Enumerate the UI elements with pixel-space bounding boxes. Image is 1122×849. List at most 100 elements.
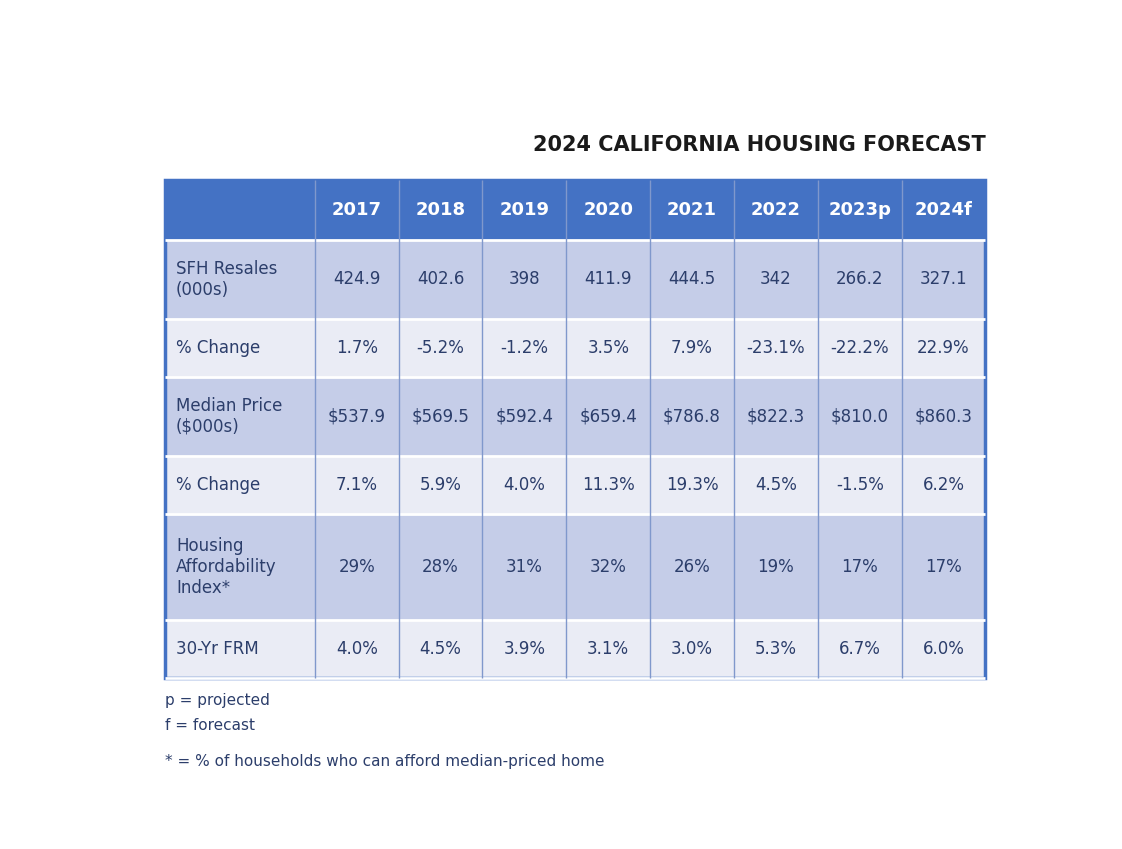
Bar [567, 377, 650, 456]
Bar [734, 514, 818, 620]
Text: $659.4: $659.4 [579, 408, 637, 425]
Bar [650, 318, 734, 377]
Text: $592.4: $592.4 [496, 408, 553, 425]
Bar [482, 514, 567, 620]
Text: 266.2: 266.2 [836, 270, 883, 289]
Bar [734, 318, 818, 377]
Text: 2021: 2021 [668, 201, 717, 219]
Text: Median Price
($000s): Median Price ($000s) [176, 397, 283, 436]
Bar [482, 456, 567, 514]
Bar [818, 318, 902, 377]
Text: f = forecast: f = forecast [165, 717, 255, 733]
Bar [165, 318, 315, 377]
Text: 17%: 17% [842, 558, 879, 576]
Bar [398, 514, 482, 620]
Text: SFH Resales
(000s): SFH Resales (000s) [176, 260, 277, 299]
Text: 3.9%: 3.9% [504, 640, 545, 658]
Bar [567, 180, 650, 240]
Bar [165, 180, 985, 678]
Text: $537.9: $537.9 [328, 408, 386, 425]
Text: 411.9: 411.9 [585, 270, 632, 289]
Text: * = % of households who can afford median-priced home: * = % of households who can afford media… [165, 754, 604, 769]
Bar [650, 377, 734, 456]
Text: 327.1: 327.1 [920, 270, 967, 289]
Text: $810.0: $810.0 [830, 408, 889, 425]
Bar [165, 514, 315, 620]
Bar [902, 456, 985, 514]
Bar [165, 620, 315, 678]
Bar [482, 377, 567, 456]
Text: 29%: 29% [339, 558, 375, 576]
Text: 2017: 2017 [332, 201, 381, 219]
Bar [165, 180, 315, 240]
Text: $860.3: $860.3 [914, 408, 973, 425]
Bar [398, 318, 482, 377]
Bar [482, 240, 567, 318]
Bar [567, 318, 650, 377]
Text: % Change: % Change [176, 476, 260, 494]
Text: % Change: % Change [176, 339, 260, 357]
Bar [818, 514, 902, 620]
Bar [482, 180, 567, 240]
Text: 6.2%: 6.2% [922, 476, 965, 494]
Bar [734, 240, 818, 318]
Bar [650, 240, 734, 318]
Text: 22.9%: 22.9% [917, 339, 969, 357]
Bar [482, 318, 567, 377]
Bar [818, 180, 902, 240]
Text: 31%: 31% [506, 558, 543, 576]
Text: 2020: 2020 [583, 201, 633, 219]
Bar [398, 180, 482, 240]
Bar [818, 377, 902, 456]
Text: 424.9: 424.9 [333, 270, 380, 289]
Text: 1.7%: 1.7% [335, 339, 378, 357]
Text: 28%: 28% [422, 558, 459, 576]
Bar [315, 456, 398, 514]
Bar [734, 180, 818, 240]
Text: 3.5%: 3.5% [587, 339, 629, 357]
Bar [567, 620, 650, 678]
Text: -1.2%: -1.2% [500, 339, 549, 357]
Text: 11.3%: 11.3% [582, 476, 635, 494]
Text: 2019: 2019 [499, 201, 550, 219]
Text: 2024 CALIFORNIA HOUSING FORECAST: 2024 CALIFORNIA HOUSING FORECAST [533, 136, 985, 155]
Bar [315, 620, 398, 678]
Bar [398, 456, 482, 514]
Bar [902, 240, 985, 318]
Bar [734, 456, 818, 514]
Text: 6.7%: 6.7% [839, 640, 881, 658]
Text: 7.1%: 7.1% [335, 476, 378, 494]
Text: 2023p: 2023p [828, 201, 891, 219]
Bar [315, 180, 398, 240]
Text: 6.0%: 6.0% [922, 640, 965, 658]
Text: 2022: 2022 [751, 201, 801, 219]
Text: -22.2%: -22.2% [830, 339, 889, 357]
Bar [315, 240, 398, 318]
Text: 3.0%: 3.0% [671, 640, 714, 658]
Text: 4.0%: 4.0% [335, 640, 378, 658]
Text: 4.5%: 4.5% [755, 476, 797, 494]
Text: 342: 342 [760, 270, 792, 289]
Text: 17%: 17% [926, 558, 962, 576]
Text: -1.5%: -1.5% [836, 476, 884, 494]
Text: 402.6: 402.6 [417, 270, 465, 289]
Text: 5.9%: 5.9% [420, 476, 461, 494]
Text: 398: 398 [508, 270, 540, 289]
Text: 4.0%: 4.0% [504, 476, 545, 494]
Text: 19%: 19% [757, 558, 794, 576]
Bar [902, 620, 985, 678]
Bar [818, 456, 902, 514]
Bar [818, 620, 902, 678]
Bar [315, 377, 398, 456]
Bar [398, 377, 482, 456]
Bar [650, 456, 734, 514]
Bar [398, 620, 482, 678]
Text: 30-Yr FRM: 30-Yr FRM [176, 640, 259, 658]
Bar [902, 514, 985, 620]
Bar [650, 620, 734, 678]
Bar [567, 514, 650, 620]
Bar [567, 240, 650, 318]
Text: 2024f: 2024f [914, 201, 973, 219]
Bar [315, 318, 398, 377]
Bar [734, 620, 818, 678]
